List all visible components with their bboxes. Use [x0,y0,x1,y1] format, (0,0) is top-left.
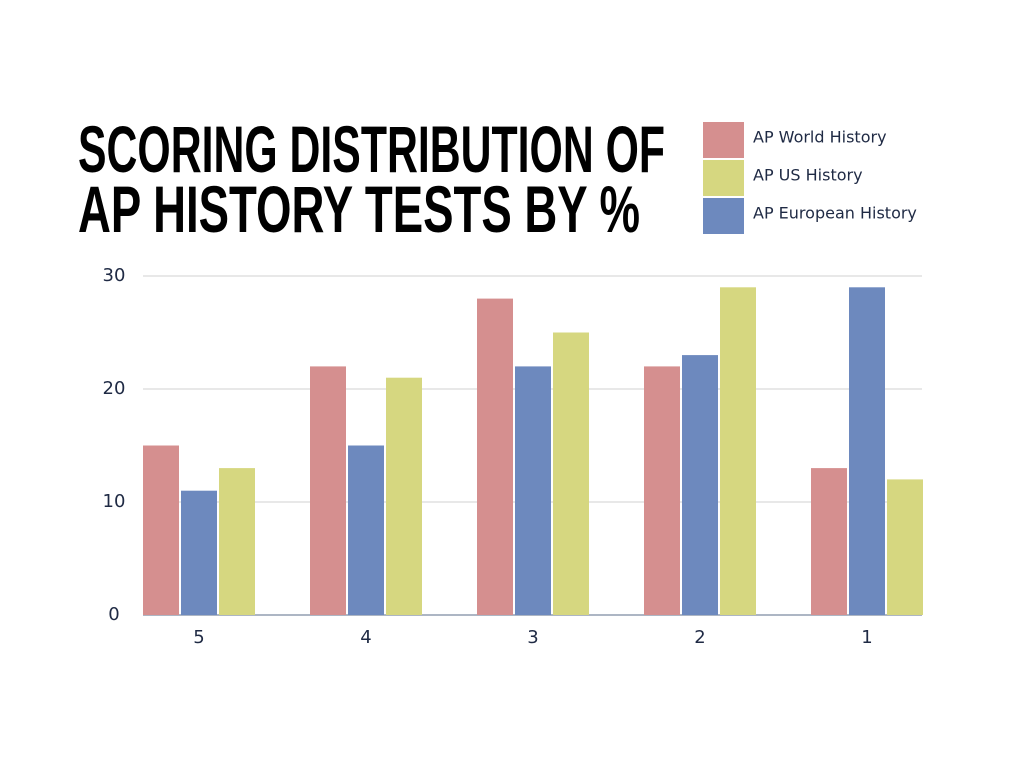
bar [553,332,589,615]
bar [515,366,551,615]
y-tick-label: 20 [103,378,126,399]
bar [811,468,847,615]
chart-title: SCORING DISTRIBUTION OF [78,112,665,186]
legend-swatch [703,198,744,234]
bar [348,445,384,615]
chart-title: AP HISTORY TESTS BY % [78,172,640,246]
bar [682,355,718,615]
bar [310,366,346,615]
legend-swatch [703,160,744,196]
legend-label: AP US History [753,166,863,185]
y-tick-label: 0 [108,604,119,625]
x-tick-label: 5 [193,627,204,648]
bar [720,287,756,615]
y-tick-label: 30 [103,265,126,286]
legend-label: AP World History [753,128,887,147]
x-tick-label: 1 [861,627,872,648]
x-tick-label: 4 [360,627,371,648]
bar [219,468,255,615]
legend-label: AP European History [753,204,917,223]
bar [143,445,179,615]
x-tick-label: 3 [527,627,538,648]
bar [386,377,422,615]
bar [477,298,513,615]
x-tick-label: 2 [694,627,705,648]
bar [887,479,923,615]
bar [644,366,680,615]
y-tick-label: 10 [103,491,126,512]
legend-swatch [703,122,744,158]
bar [849,287,885,615]
bar [181,490,217,615]
